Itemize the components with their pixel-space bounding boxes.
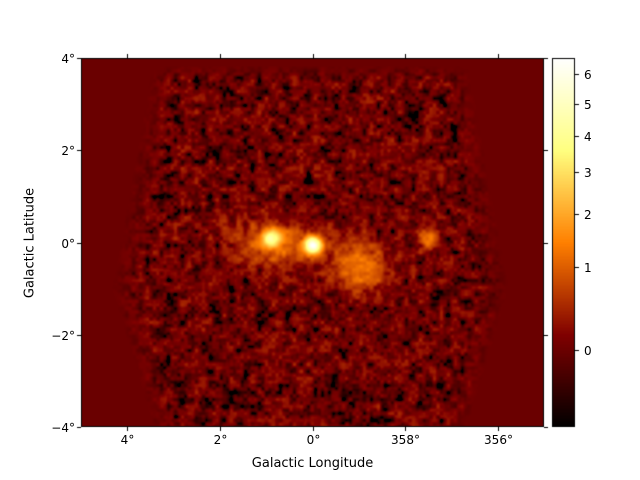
colorbar-tick-label: 5 [584, 97, 592, 112]
x-axis-label: Galactic Longitude [251, 456, 374, 471]
y-tick-label: 0° [61, 236, 75, 251]
x-tick-label: 358° [391, 433, 420, 447]
y-tick-label: 4° [61, 51, 75, 66]
x-tick-label: 4° [120, 433, 135, 447]
colorbar-tick-label: 3 [584, 165, 592, 180]
x-tick-label: 2° [213, 433, 228, 447]
colorbar-tick-label: 1 [584, 260, 592, 275]
y-tick-label: −2° [51, 328, 75, 343]
y-axis-label: Galactic Latitude [22, 187, 38, 298]
x-tick-label: 356° [484, 433, 513, 447]
y-tick-label: 2° [61, 143, 75, 158]
x-tick-label: 0° [306, 433, 321, 447]
colorbar-tick-label: 6 [584, 67, 592, 82]
colorbar-tick-label: 2 [584, 207, 592, 222]
colorbar-tick-label: 0 [584, 343, 592, 358]
y-tick-label: −4° [51, 420, 75, 435]
colorbar-tick-label: 4 [584, 129, 592, 144]
